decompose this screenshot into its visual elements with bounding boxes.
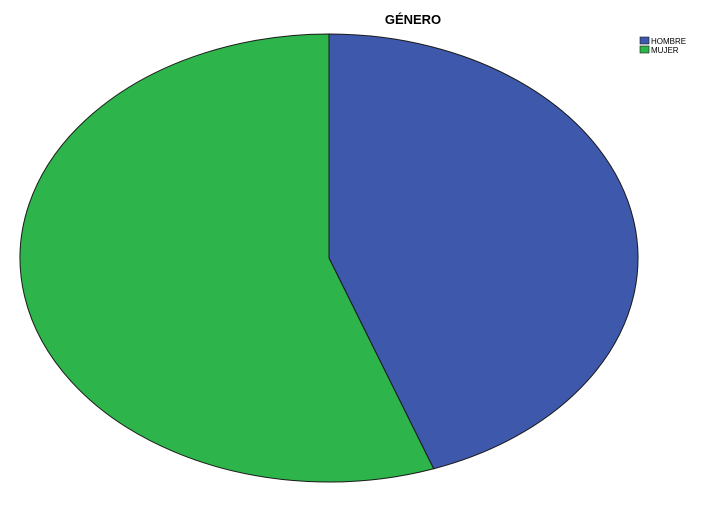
legend-swatch-hombre: [639, 36, 650, 45]
legend-label-mujer: MUJER: [651, 46, 679, 55]
legend-label-hombre: HOMBRE: [651, 37, 686, 46]
legend-swatch-mujer: [639, 45, 650, 54]
legend-item-hombre: HOMBRE: [639, 36, 686, 46]
pie-slice-mujer: [19, 33, 435, 483]
legend-item-mujer: MUJER: [639, 45, 679, 55]
chart-title: GÉNERO: [385, 12, 441, 27]
pie-slices: [19, 33, 639, 483]
pie-slice-hombre: [328, 33, 639, 470]
